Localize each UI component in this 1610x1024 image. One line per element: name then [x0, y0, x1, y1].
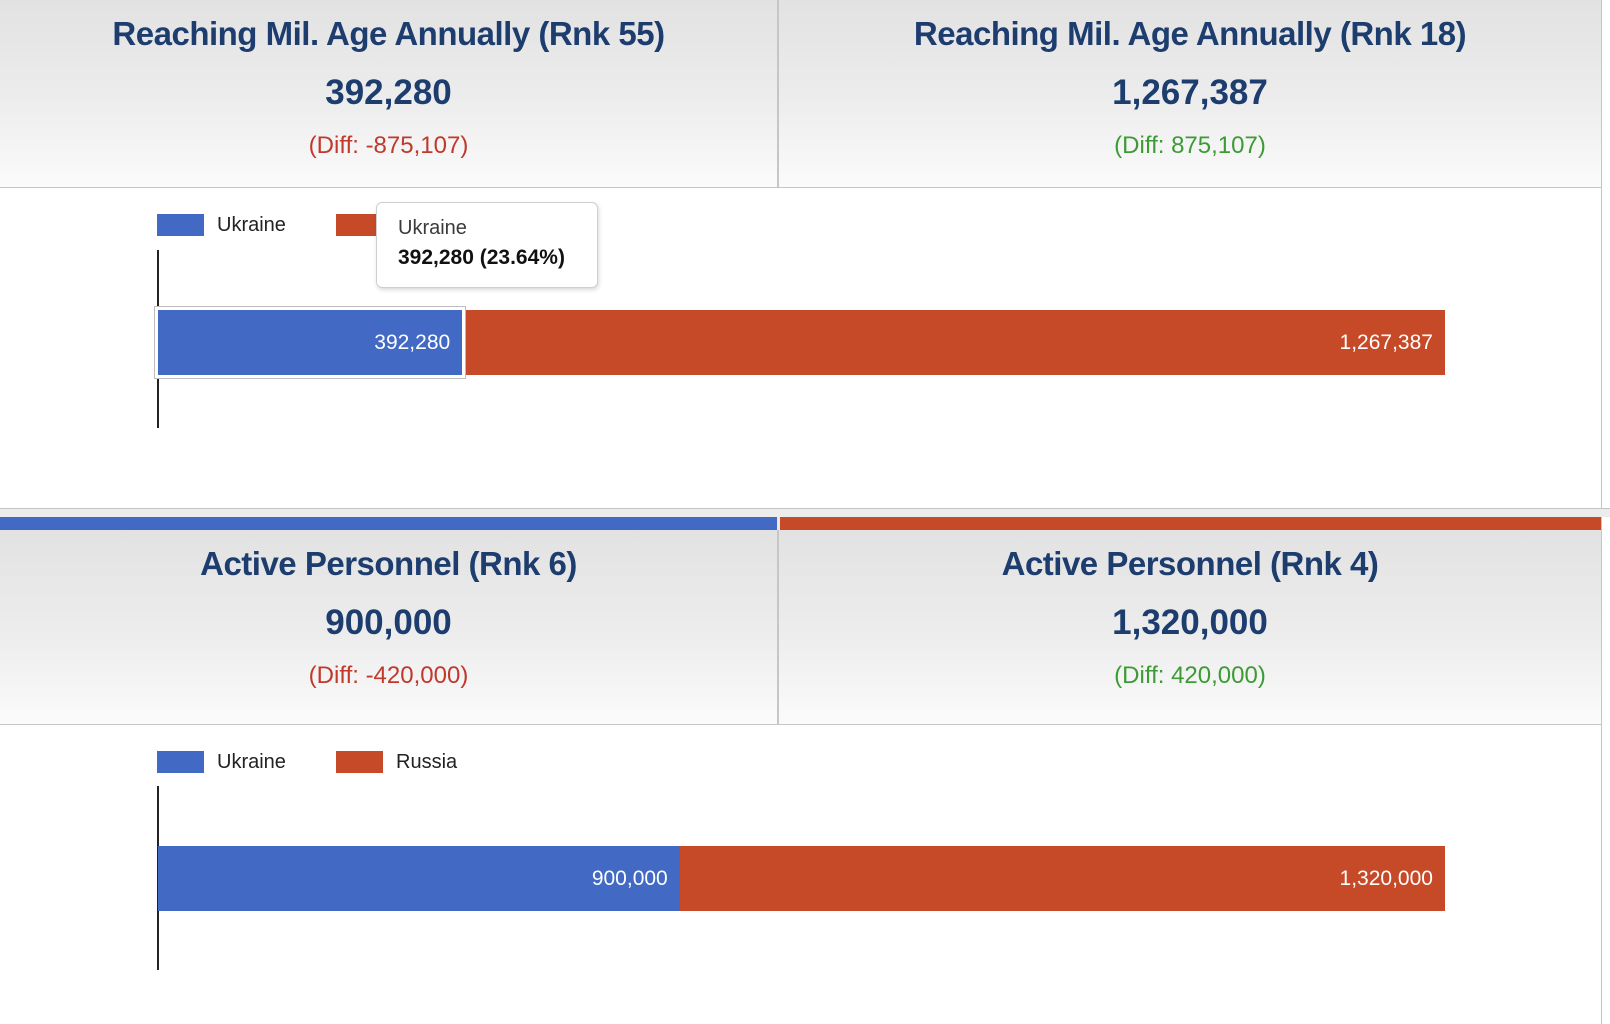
bar-row: 392,280 1,267,387 — [158, 310, 1445, 375]
legend-swatch-russia — [336, 214, 383, 236]
stat-title: Active Personnel (Rnk 4) — [1001, 545, 1379, 582]
legend-item-russia[interactable]: Russia — [336, 751, 457, 773]
panel-divider — [777, 530, 779, 724]
stacked-bar-chart-reaching-mil-age: Ukraine Russia 392,280 1,267,387 Ukraine… — [0, 188, 1601, 508]
section-active-personnel: Active Personnel (Rnk 6) 900,000 (Diff: … — [0, 517, 1602, 1024]
accent-strip — [0, 517, 1601, 530]
legend-swatch-ukraine — [157, 214, 204, 236]
tooltip-value: 392,280 (23.64%) — [398, 246, 565, 269]
legend-item-ukraine[interactable]: Ukraine — [157, 214, 286, 236]
stat-header-row: Active Personnel (Rnk 6) 900,000 (Diff: … — [0, 530, 1601, 725]
legend-label-ukraine: Ukraine — [217, 214, 286, 236]
bar-value-label: 1,320,000 — [1339, 866, 1433, 890]
bar-value-label: 392,280 — [374, 330, 451, 354]
stat-panel-ukraine: Active Personnel (Rnk 6) 900,000 (Diff: … — [0, 530, 777, 724]
stat-title: Active Personnel (Rnk 6) — [200, 545, 577, 582]
panel-divider — [777, 0, 779, 187]
stat-title: Reaching Mil. Age Annually (Rnk 18) — [913, 15, 1467, 52]
bar-segment-ukraine[interactable]: 900,000 — [158, 846, 680, 911]
stat-header-row: Reaching Mil. Age Annually (Rnk 55) 392,… — [0, 0, 1601, 188]
stat-title: Reaching Mil. Age Annually (Rnk 55) — [112, 15, 665, 52]
stat-diff-negative: (Diff: -875,107) — [308, 132, 469, 159]
section-reaching-mil-age: Reaching Mil. Age Annually (Rnk 55) 392,… — [0, 0, 1602, 508]
stat-diff-positive: (Diff: 875,107) — [1114, 132, 1266, 159]
stat-diff-negative: (Diff: -420,000) — [308, 662, 469, 689]
legend-label-russia: Russia — [396, 751, 458, 773]
bar-segment-ukraine[interactable]: 392,280 — [158, 310, 463, 375]
accent-russia — [780, 517, 1601, 530]
stat-panel-russia: Active Personnel (Rnk 4) 1,320,000 (Diff… — [779, 530, 1601, 724]
bar-segment-russia[interactable]: 1,320,000 — [679, 846, 1445, 911]
stat-value: 392,280 — [325, 73, 452, 112]
stat-panel-russia: Reaching Mil. Age Annually (Rnk 18) 1,26… — [779, 0, 1601, 187]
stat-diff-positive: (Diff: 420,000) — [1114, 662, 1266, 689]
legend-swatch-russia — [336, 751, 383, 773]
stat-value: 900,000 — [325, 603, 452, 642]
accent-divider — [777, 517, 780, 530]
stat-value: 1,320,000 — [1112, 603, 1268, 642]
accent-ukraine — [0, 517, 777, 530]
stat-value: 1,267,387 — [1112, 73, 1268, 112]
legend-swatch-ukraine — [157, 751, 204, 773]
bar-value-label: 1,267,387 — [1339, 330, 1433, 354]
stacked-bar-chart-active-personnel: Ukraine Russia 900,000 1,320,000 — [0, 725, 1601, 1024]
legend-item-ukraine[interactable]: Ukraine — [157, 751, 286, 773]
bar-segment-russia[interactable]: 1,267,387 — [462, 310, 1445, 375]
legend-label-ukraine: Ukraine — [217, 751, 286, 773]
bar-value-label: 900,000 — [591, 866, 668, 890]
stat-panel-ukraine: Reaching Mil. Age Annually (Rnk 55) 392,… — [0, 0, 777, 187]
tooltip-series-name: Ukraine — [398, 217, 467, 239]
chart-tooltip: Ukraine 392,280 (23.64%) — [376, 202, 598, 288]
section-gap — [0, 508, 1610, 517]
bar-row: 900,000 1,320,000 — [158, 846, 1445, 911]
